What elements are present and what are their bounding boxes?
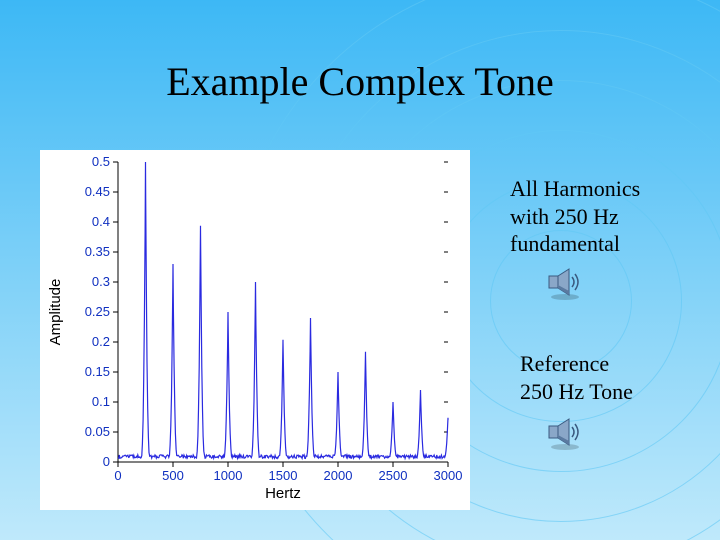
svg-text:3000: 3000	[434, 468, 463, 483]
svg-text:0.1: 0.1	[92, 394, 110, 409]
svg-text:0.3: 0.3	[92, 274, 110, 289]
slide-title: Example Complex Tone	[0, 58, 720, 105]
svg-text:0.4: 0.4	[92, 214, 110, 229]
slide: Example Complex Tone 0 0.05 0.1 0.15 0.2 0.25…	[0, 0, 720, 540]
svg-text:500: 500	[162, 468, 184, 483]
svg-text:0.2: 0.2	[92, 334, 110, 349]
svg-text:0: 0	[103, 454, 110, 469]
reference-caption-line1: Reference	[520, 350, 633, 378]
svg-text:1000: 1000	[214, 468, 243, 483]
svg-text:1500: 1500	[269, 468, 298, 483]
svg-text:0.35: 0.35	[85, 244, 110, 259]
speaker-icon[interactable]	[545, 265, 585, 306]
reference-caption-line2: 250 Hz Tone	[520, 378, 633, 406]
svg-text:Hertz: Hertz	[265, 485, 301, 502]
reference-caption: Reference 250 Hz Tone	[520, 350, 633, 405]
svg-text:0.15: 0.15	[85, 364, 110, 379]
svg-text:0: 0	[114, 468, 121, 483]
svg-text:0.5: 0.5	[92, 154, 110, 169]
harmonics-caption-line3: fundamental	[510, 230, 640, 258]
speaker-icon[interactable]	[545, 415, 585, 456]
svg-text:2000: 2000	[324, 468, 353, 483]
svg-text:Amplitude: Amplitude	[47, 279, 64, 346]
svg-text:2500: 2500	[379, 468, 408, 483]
spectrum-chart: 0 0.05 0.1 0.15 0.2 0.25 0.3 0.35 0.4 0.45 0.5 0 500…	[40, 150, 470, 510]
harmonics-caption: All Harmonics with 250 Hz fundamental	[510, 175, 640, 258]
svg-text:0.45: 0.45	[85, 184, 110, 199]
svg-text:0.25: 0.25	[85, 304, 110, 319]
harmonics-caption-line2: with 250 Hz	[510, 203, 640, 231]
svg-text:0.05: 0.05	[85, 424, 110, 439]
harmonics-caption-line1: All Harmonics	[510, 175, 640, 203]
